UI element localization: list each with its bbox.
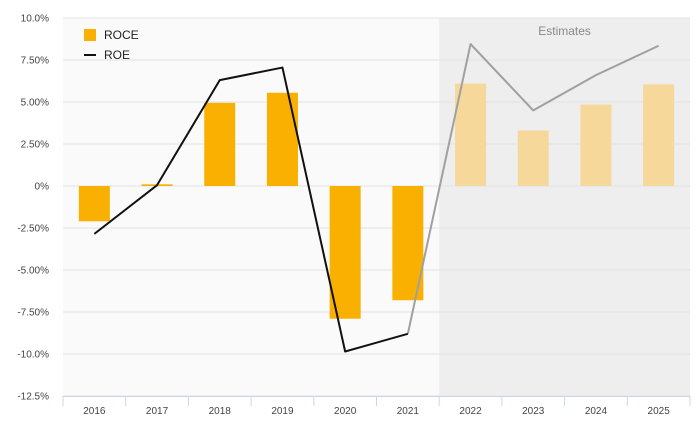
y-tick-label: 5.00%: [21, 98, 49, 109]
roce-bar-2023: [517, 130, 549, 186]
y-axis-ticks: 10.0% 7.50% 5.00% 2.50% 0% -2.50% -5.00% -7.50%…: [17, 14, 49, 403]
y-tick-label: -10.0%: [17, 350, 49, 361]
x-axis: 2016 2017 2018 2019 2020 2021 2022 2023 2024 2025: [62, 396, 691, 417]
x-tick-label: 2016: [83, 406, 106, 417]
legend-roce-swatch: [84, 29, 96, 41]
roce-bars: [78, 83, 675, 319]
roce-bar-2020: [329, 186, 361, 319]
x-tick-label: 2018: [209, 406, 232, 417]
x-tick-label: 2025: [648, 406, 671, 417]
roce-bar-2018: [204, 102, 236, 186]
roe-line-estimates: [406, 43, 660, 335]
x-tick-label: 2023: [522, 406, 545, 417]
roce-bar-2024: [580, 104, 612, 186]
legend: ROCE ROE: [84, 28, 139, 62]
y-tick-label: -12.5%: [17, 392, 49, 403]
roe-line: [93, 43, 660, 353]
legend-roe-label: ROE: [104, 48, 130, 62]
y-tick-label: 2.50%: [21, 140, 49, 151]
roce-bar-2016: [78, 186, 110, 222]
y-tick-label: -2.50%: [17, 224, 49, 235]
x-tick-label: 2019: [271, 406, 294, 417]
roce-bar-2021: [392, 186, 424, 301]
legend-roce-label: ROCE: [104, 28, 139, 42]
x-tick-label: 2020: [334, 406, 357, 417]
y-tick-label: -5.00%: [17, 266, 49, 277]
x-tick-label: 2021: [397, 406, 420, 417]
x-tick-label: 2017: [146, 406, 169, 417]
y-tick-label: 0%: [35, 182, 50, 193]
estimates-region: [439, 18, 690, 396]
estimates-label: Estimates: [538, 24, 591, 38]
y-tick-label: 7.50%: [21, 56, 49, 67]
x-tick-label: 2024: [585, 406, 608, 417]
y-tick-label: 10.0%: [21, 14, 49, 25]
x-tick-label: 2022: [459, 406, 482, 417]
roce-bar-2022: [455, 83, 487, 186]
roce-bar-2025: [643, 84, 675, 186]
roce-bar-2019: [266, 92, 298, 186]
y-tick-label: -7.50%: [17, 308, 49, 319]
roe-line-actual: [93, 66, 409, 353]
